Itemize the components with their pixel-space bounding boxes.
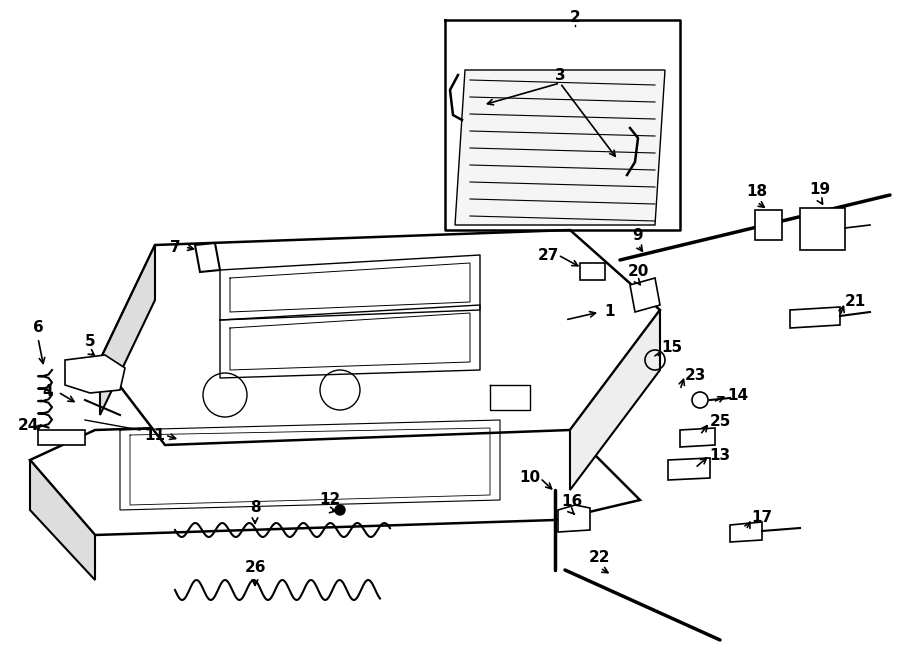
Polygon shape <box>38 430 85 445</box>
Polygon shape <box>100 230 660 445</box>
Text: 7: 7 <box>170 239 180 254</box>
Text: 1: 1 <box>605 305 616 319</box>
Polygon shape <box>30 415 640 535</box>
Text: 24: 24 <box>17 418 39 432</box>
Polygon shape <box>100 245 155 415</box>
Text: 27: 27 <box>537 247 559 262</box>
Text: 13: 13 <box>709 447 731 463</box>
Text: 18: 18 <box>746 184 768 200</box>
Text: 25: 25 <box>709 414 731 430</box>
Polygon shape <box>580 263 605 280</box>
Text: 16: 16 <box>562 494 582 510</box>
Text: 21: 21 <box>844 295 866 309</box>
Polygon shape <box>668 458 710 480</box>
Circle shape <box>335 505 345 515</box>
Text: 17: 17 <box>752 510 772 525</box>
Polygon shape <box>455 70 665 225</box>
Polygon shape <box>558 505 590 532</box>
Text: 20: 20 <box>627 264 649 280</box>
Polygon shape <box>790 307 840 328</box>
Polygon shape <box>680 428 715 447</box>
Polygon shape <box>30 460 95 580</box>
Text: 6: 6 <box>32 321 43 336</box>
Text: 10: 10 <box>519 471 541 485</box>
Text: 5: 5 <box>85 334 95 350</box>
Text: 2: 2 <box>570 11 580 26</box>
Text: 11: 11 <box>145 428 166 442</box>
Polygon shape <box>800 208 845 250</box>
Polygon shape <box>195 243 220 272</box>
Text: 19: 19 <box>809 182 831 198</box>
Text: 12: 12 <box>320 492 340 508</box>
Polygon shape <box>570 310 660 490</box>
Text: 26: 26 <box>244 561 266 576</box>
Text: 15: 15 <box>662 340 682 356</box>
Text: 8: 8 <box>249 500 260 516</box>
Polygon shape <box>65 355 125 393</box>
Text: 3: 3 <box>554 67 565 83</box>
Text: 4: 4 <box>42 385 53 399</box>
Polygon shape <box>755 210 782 240</box>
Text: 22: 22 <box>590 551 611 566</box>
Text: 14: 14 <box>727 387 749 403</box>
Text: 23: 23 <box>684 368 706 383</box>
Polygon shape <box>730 522 762 542</box>
Polygon shape <box>630 278 660 312</box>
Text: 9: 9 <box>633 227 643 243</box>
